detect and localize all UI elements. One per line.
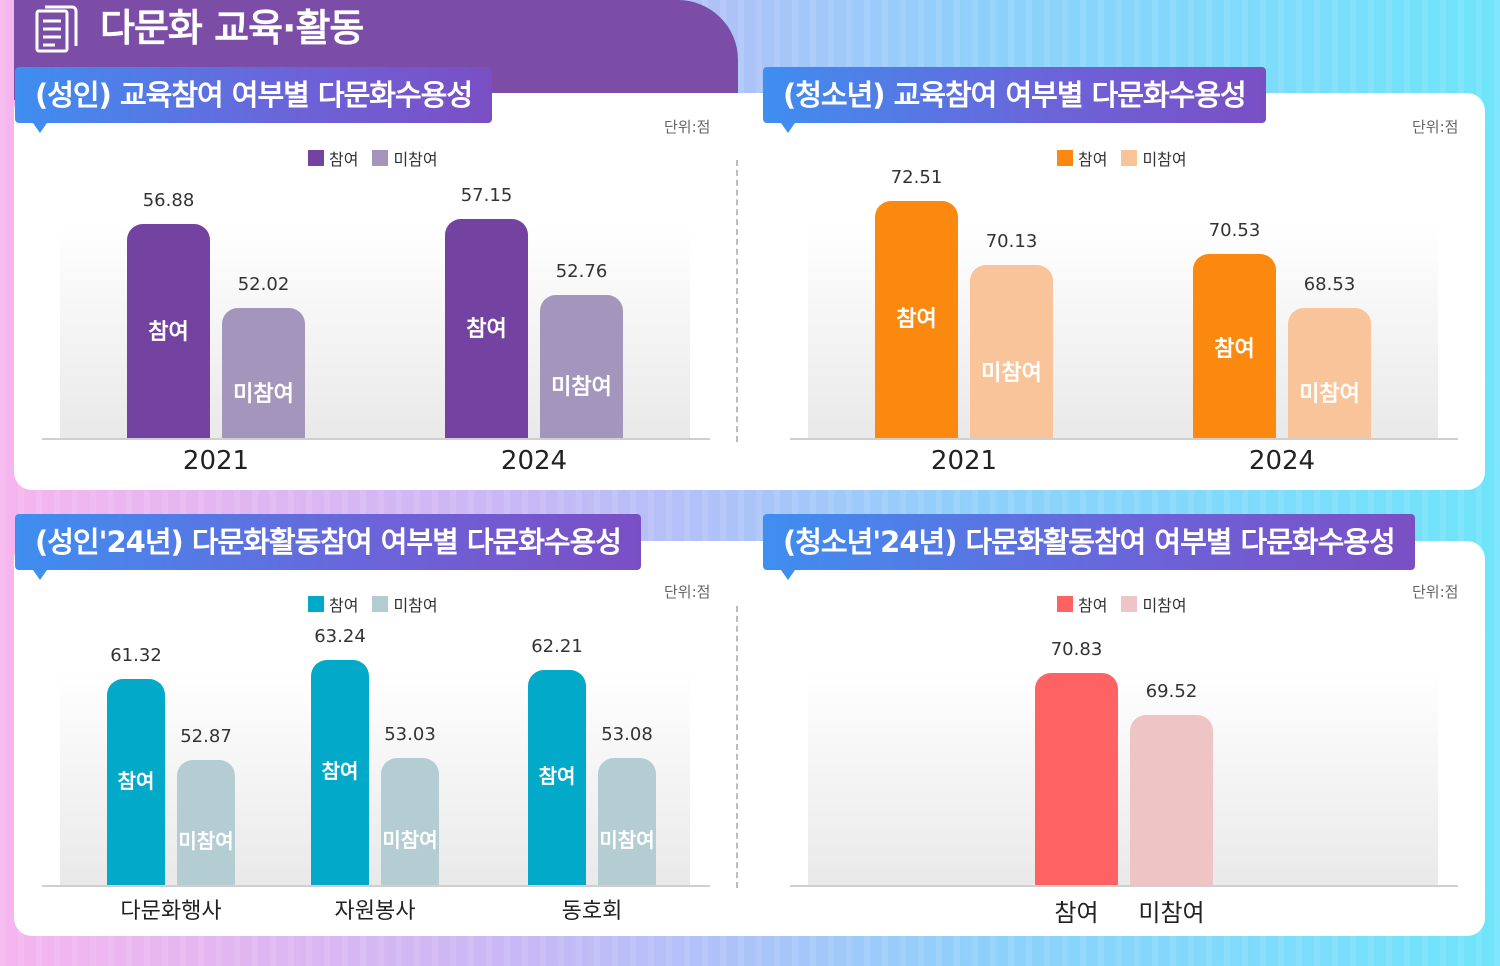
bar-nonparticipate: 미참여	[540, 295, 623, 438]
legend-swatch-participate	[1057, 150, 1073, 166]
data-label: 56.88	[142, 189, 195, 211]
x-tick-label: 2024	[500, 446, 568, 476]
bar-nonparticipate: 미참여	[381, 758, 439, 885]
bar-participate: 참여	[1193, 254, 1276, 438]
legend-label: 참여	[1078, 596, 1108, 615]
unit-label: 단위:점	[1412, 583, 1459, 601]
x-tick-label: 미참여	[1138, 899, 1205, 927]
data-label: 57.15	[460, 185, 513, 206]
bar-inner-label: 참여	[538, 764, 576, 789]
bar-nonparticipate: 미참여	[598, 757, 656, 885]
legend-label: 미참여	[1142, 150, 1187, 169]
legend: 참여 미참여	[1057, 592, 1201, 616]
unit-label: 단위:점	[664, 118, 711, 136]
x-axis-line	[790, 438, 1458, 440]
legend-swatch-participate	[308, 596, 324, 612]
legend-label: 미참여	[1142, 596, 1187, 615]
bar-participate: 참여	[875, 201, 958, 438]
bar-participate: 참여	[107, 678, 165, 885]
bar-participate: 참여	[127, 223, 210, 438]
page-title: 다문화 교육·활동	[100, 6, 364, 50]
legend-label: 미참여	[393, 596, 438, 615]
bar-nonparticipate: 미참여	[222, 308, 305, 438]
chart-title-youth-education: (청소년) 교육참여 여부별 다문화수용성	[763, 67, 1266, 133]
legend-swatch-participate	[1057, 596, 1073, 612]
data-label: 53.03	[384, 724, 436, 746]
bar-participate: 참여	[445, 219, 528, 438]
legend: 참여 미참여	[308, 592, 452, 616]
bar-inner-label: 참여	[117, 769, 155, 794]
legend-swatch-nonparticipate	[1121, 596, 1138, 612]
chart-title-adult-education: (성인) 교육참여 여부별 다문화수용성	[15, 67, 492, 133]
data-label: 52.87	[180, 726, 232, 747]
plot-background	[808, 670, 1438, 885]
legend-swatch-nonparticipate	[372, 596, 389, 612]
legend-swatch-participate	[308, 150, 324, 166]
legend-label: 미참여	[393, 150, 438, 169]
bar-inner-label: 참여	[321, 758, 359, 783]
bar-inner-label: 미참여	[178, 829, 234, 853]
legend-label: 참여	[1078, 150, 1108, 169]
data-label: 63.24	[314, 626, 366, 647]
x-tick-label: 2021	[930, 446, 998, 476]
data-label: 69.52	[1145, 681, 1198, 702]
bar-inner-label: 참여	[1214, 337, 1255, 363]
data-label: 52.02	[237, 274, 290, 295]
data-label: 61.32	[110, 644, 162, 666]
bar-participate: 참여	[528, 669, 586, 885]
bar-inner-label: 미참여	[1299, 381, 1360, 407]
legend: 참여 미참여	[308, 146, 452, 170]
x-tick-label: 다문화행사	[120, 899, 222, 924]
data-label: 68.53	[1303, 274, 1356, 295]
bar-nonparticipate: 미참여	[970, 264, 1053, 438]
data-label: 53.08	[601, 723, 653, 745]
x-axis-line	[42, 438, 710, 440]
legend-swatch-nonparticipate	[1121, 150, 1138, 166]
bar-inner-label: 미참여	[382, 828, 438, 853]
unit-label: 단위:점	[1412, 118, 1459, 136]
legend-label: 참여	[329, 596, 359, 615]
divider-bottom	[736, 606, 738, 888]
bar-inner-label: 참여	[466, 316, 507, 342]
chart-title-adult-activity: (성인'24년) 다문화활동참여 여부별 다문화수용성	[15, 514, 641, 580]
data-label: 70.13	[985, 230, 1038, 252]
bar-inner-label: 참여	[148, 319, 189, 345]
x-tick-label: 자원봉사	[334, 899, 416, 924]
x-axis-line	[42, 885, 710, 887]
bar-inner-label: 미참여	[233, 381, 294, 407]
x-tick-label: 동호회	[561, 899, 623, 924]
data-label: 52.76	[555, 261, 608, 283]
bar-inner-label: 미참여	[981, 360, 1042, 386]
bar-inner-label: 참여	[896, 306, 937, 332]
bar-participate	[1035, 673, 1118, 885]
bar-inner-label: 미참여	[599, 828, 655, 853]
bar-nonparticipate: 미참여	[177, 760, 235, 885]
chart-title-youth-activity: (청소년'24년) 다문화활동참여 여부별 다문화수용성	[763, 514, 1415, 580]
bar-inner-label: 미참여	[551, 375, 612, 401]
divider-top	[736, 160, 738, 442]
data-label: 70.53	[1208, 220, 1261, 242]
bar-nonparticipate	[1130, 715, 1213, 885]
unit-label: 단위:점	[664, 583, 711, 601]
x-tick-label: 참여	[1054, 899, 1099, 927]
bar-nonparticipate: 미참여	[1288, 308, 1371, 438]
legend-label: 참여	[329, 150, 359, 169]
document-icon	[35, 5, 78, 53]
data-label: 72.51	[890, 167, 943, 188]
x-axis-line	[790, 885, 1458, 887]
bar-participate: 참여	[311, 660, 369, 885]
x-tick-label: 2021	[182, 446, 250, 476]
legend-swatch-nonparticipate	[372, 150, 389, 166]
x-tick-label: 2024	[1248, 446, 1316, 476]
legend: 참여 미참여	[1057, 146, 1201, 170]
data-label: 70.83	[1050, 639, 1103, 660]
data-label: 62.21	[531, 635, 583, 657]
